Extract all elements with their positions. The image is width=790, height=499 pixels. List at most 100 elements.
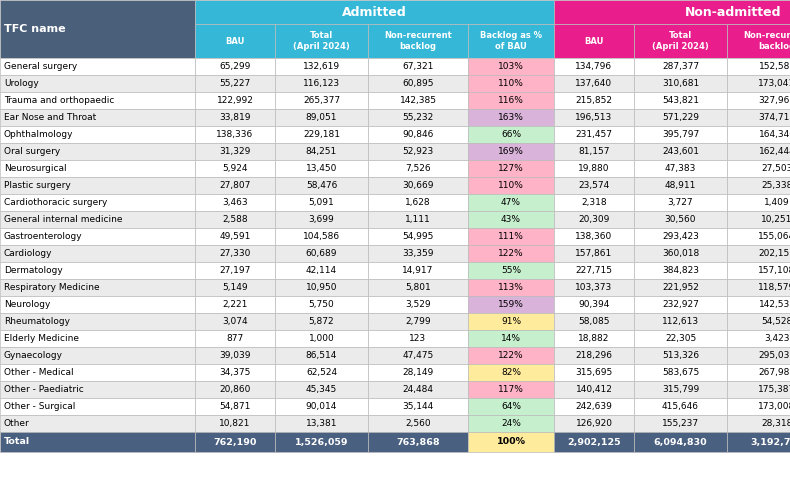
Bar (727, 75, 790, 92)
Text: 39,039: 39,039 (220, 351, 250, 360)
Text: 43%: 43% (501, 215, 521, 224)
Text: 583,675: 583,675 (662, 368, 699, 377)
Bar (468, 228, 554, 245)
Bar (727, 296, 790, 313)
Bar (195, 143, 275, 160)
Bar (275, 398, 368, 415)
Text: 118,579: 118,579 (758, 283, 790, 292)
Text: 103%: 103% (498, 62, 524, 71)
Bar (0, 330, 195, 347)
Bar (727, 143, 790, 160)
Text: 2,902,125: 2,902,125 (567, 438, 621, 447)
Text: Total: Total (4, 438, 30, 447)
Bar (368, 432, 468, 452)
Text: 27,330: 27,330 (220, 249, 250, 258)
Text: 113%: 113% (498, 283, 524, 292)
Bar (727, 262, 790, 279)
Bar (368, 143, 468, 160)
Text: Non-admitted: Non-admitted (685, 5, 782, 18)
Text: Total
(April 2024): Total (April 2024) (652, 31, 709, 51)
Bar (634, 415, 727, 432)
Bar (554, 24, 634, 58)
Text: 86,514: 86,514 (306, 351, 337, 360)
Text: Non-recurrent
backlog: Non-recurrent backlog (384, 31, 452, 51)
Text: 20,309: 20,309 (578, 215, 610, 224)
Bar (554, 109, 634, 126)
Bar (727, 381, 790, 398)
Text: Trauma and orthopaedic: Trauma and orthopaedic (4, 96, 115, 105)
Bar (195, 126, 275, 143)
Text: 122%: 122% (498, 351, 524, 360)
Text: 215,852: 215,852 (575, 96, 612, 105)
Text: Other - Surgical: Other - Surgical (4, 402, 75, 411)
Text: 3,529: 3,529 (405, 300, 431, 309)
Bar (468, 211, 554, 228)
Bar (634, 143, 727, 160)
Text: Respiratory Medicine: Respiratory Medicine (4, 283, 100, 292)
Bar (634, 262, 727, 279)
Text: 48,911: 48,911 (665, 181, 696, 190)
Text: Gynaecology: Gynaecology (4, 351, 63, 360)
Text: 34,375: 34,375 (220, 368, 250, 377)
Bar (0, 313, 195, 330)
Bar (0, 75, 195, 92)
Bar (727, 279, 790, 296)
Text: 196,513: 196,513 (575, 113, 612, 122)
Bar (368, 415, 468, 432)
Bar (0, 279, 195, 296)
Text: 27,807: 27,807 (220, 181, 250, 190)
Text: 3,463: 3,463 (222, 198, 248, 207)
Text: 84,251: 84,251 (306, 147, 337, 156)
Bar (554, 160, 634, 177)
Bar (0, 143, 195, 160)
Text: 110%: 110% (498, 181, 524, 190)
Text: 20,860: 20,860 (220, 385, 250, 394)
Bar (195, 415, 275, 432)
Text: 66%: 66% (501, 130, 521, 139)
Bar (727, 211, 790, 228)
Bar (275, 262, 368, 279)
Bar (195, 24, 275, 58)
Bar (468, 160, 554, 177)
Text: 5,750: 5,750 (309, 300, 334, 309)
Bar (275, 279, 368, 296)
Bar (468, 92, 554, 109)
Text: 47,475: 47,475 (402, 351, 434, 360)
Text: 45,345: 45,345 (306, 385, 337, 394)
Bar (368, 262, 468, 279)
Bar (195, 228, 275, 245)
Bar (275, 245, 368, 262)
Bar (275, 415, 368, 432)
Text: Plastic surgery: Plastic surgery (4, 181, 71, 190)
Text: Oral surgery: Oral surgery (4, 147, 60, 156)
Bar (554, 381, 634, 398)
Text: 310,681: 310,681 (662, 79, 699, 88)
Bar (0, 296, 195, 313)
Text: 64%: 64% (501, 402, 521, 411)
Text: 513,326: 513,326 (662, 351, 699, 360)
Text: Total
(April 2024): Total (April 2024) (293, 31, 350, 51)
Text: 543,821: 543,821 (662, 96, 699, 105)
Text: 91%: 91% (501, 317, 521, 326)
Bar (0, 381, 195, 398)
Text: 218,296: 218,296 (575, 351, 612, 360)
Text: 117%: 117% (498, 385, 524, 394)
Bar (634, 398, 727, 415)
Bar (468, 381, 554, 398)
Bar (727, 58, 790, 75)
Text: 242,639: 242,639 (576, 402, 612, 411)
Bar (554, 126, 634, 143)
Bar (195, 58, 275, 75)
Bar (634, 432, 727, 452)
Bar (634, 330, 727, 347)
Text: 55,227: 55,227 (220, 79, 250, 88)
Text: 60,895: 60,895 (402, 79, 434, 88)
Text: 110%: 110% (498, 79, 524, 88)
Text: 90,014: 90,014 (306, 402, 337, 411)
Text: 5,091: 5,091 (309, 198, 334, 207)
Text: 2,560: 2,560 (405, 419, 431, 428)
Text: 111%: 111% (498, 232, 524, 241)
Text: Cardiology: Cardiology (4, 249, 52, 258)
Bar (0, 109, 195, 126)
Text: Urology: Urology (4, 79, 39, 88)
